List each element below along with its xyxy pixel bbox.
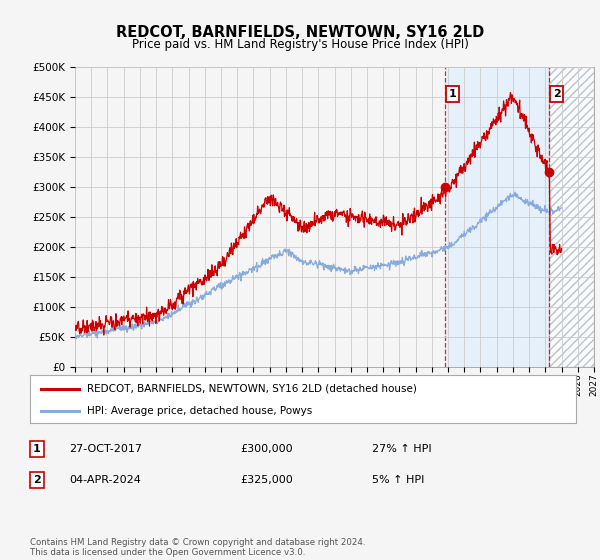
Text: 27-OCT-2017: 27-OCT-2017 [69,444,142,454]
Text: 5% ↑ HPI: 5% ↑ HPI [372,475,424,485]
Bar [445,67,550,367]
Bar [550,67,594,367]
Text: 2: 2 [553,89,560,99]
Text: 1: 1 [448,89,456,99]
Text: 04-APR-2024: 04-APR-2024 [69,475,141,485]
Text: Price paid vs. HM Land Registry's House Price Index (HPI): Price paid vs. HM Land Registry's House … [131,38,469,50]
Text: £325,000: £325,000 [240,475,293,485]
Text: £300,000: £300,000 [240,444,293,454]
Text: 1: 1 [33,444,41,454]
Text: 2: 2 [33,475,41,485]
Bar [550,67,594,367]
Text: REDCOT, BARNFIELDS, NEWTOWN, SY16 2LD (detached house): REDCOT, BARNFIELDS, NEWTOWN, SY16 2LD (d… [88,384,417,394]
Text: HPI: Average price, detached house, Powys: HPI: Average price, detached house, Powy… [88,406,313,416]
Text: Contains HM Land Registry data © Crown copyright and database right 2024.
This d: Contains HM Land Registry data © Crown c… [30,538,365,557]
Text: REDCOT, BARNFIELDS, NEWTOWN, SY16 2LD: REDCOT, BARNFIELDS, NEWTOWN, SY16 2LD [116,25,484,40]
Text: 27% ↑ HPI: 27% ↑ HPI [372,444,431,454]
